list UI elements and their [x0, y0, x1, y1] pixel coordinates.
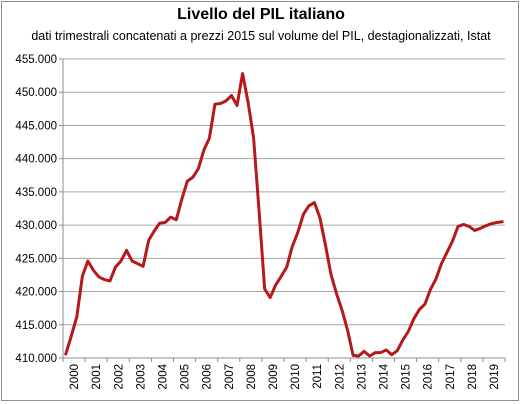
- x-tick-label: 2010: [290, 364, 302, 390]
- x-tick-label: 2006: [202, 364, 214, 390]
- y-tick-labels: 410.000 415.000 420.000 425.000 430.000 435.0…: [15, 54, 57, 365]
- y-tick-label: 415.000: [15, 320, 57, 332]
- y-tick-label: 425.000: [15, 253, 57, 265]
- y-tick-label: 435.000: [15, 187, 57, 199]
- chart-subtitle: dati trimestrali concatenati a prezzi 20…: [31, 29, 491, 43]
- chart-title: Livello del PIL italiano: [177, 6, 345, 23]
- x-tick-label: 2011: [312, 364, 324, 389]
- x-tick-label: 2005: [180, 364, 192, 390]
- y-tick-label: 440.000: [15, 154, 57, 166]
- x-tick-label: 2004: [157, 363, 169, 389]
- y-tick-label: 430.000: [15, 220, 57, 232]
- x-tick-label: 2016: [423, 364, 435, 390]
- x-tick-label: 2015: [401, 364, 413, 390]
- x-tick-label: 2000: [69, 364, 81, 390]
- x-tick-label: 2009: [268, 364, 280, 390]
- y-tick-label: 450.000: [15, 87, 57, 99]
- axes: [59, 58, 506, 362]
- x-tick-label: 2001: [91, 364, 103, 390]
- x-tick-label: 2003: [135, 364, 147, 390]
- x-tick-label: 2013: [356, 364, 368, 390]
- y-tick-label: 455.000: [15, 54, 57, 66]
- y-tick-label: 445.000: [15, 120, 57, 132]
- x-tick-labels: 2000 2001 2002 2003 2004 2005 2006 2007 2008 2009…: [69, 363, 501, 389]
- x-tick-label: 2002: [113, 364, 125, 390]
- x-tick-label: 2007: [224, 364, 236, 390]
- x-tick-label: 2018: [467, 364, 479, 390]
- x-tick-label: 2014: [378, 363, 390, 389]
- grid-lines: [63, 58, 505, 326]
- x-tick-label: 2008: [246, 364, 258, 390]
- x-tick-label: 2017: [445, 364, 457, 390]
- y-tick-label: 410.000: [15, 353, 57, 365]
- series-line: [64, 72, 504, 358]
- y-tick-label: 420.000: [15, 287, 57, 299]
- series-layer: [64, 72, 504, 358]
- x-tick-label: 2012: [334, 364, 346, 390]
- x-tick-label: 2019: [489, 364, 501, 390]
